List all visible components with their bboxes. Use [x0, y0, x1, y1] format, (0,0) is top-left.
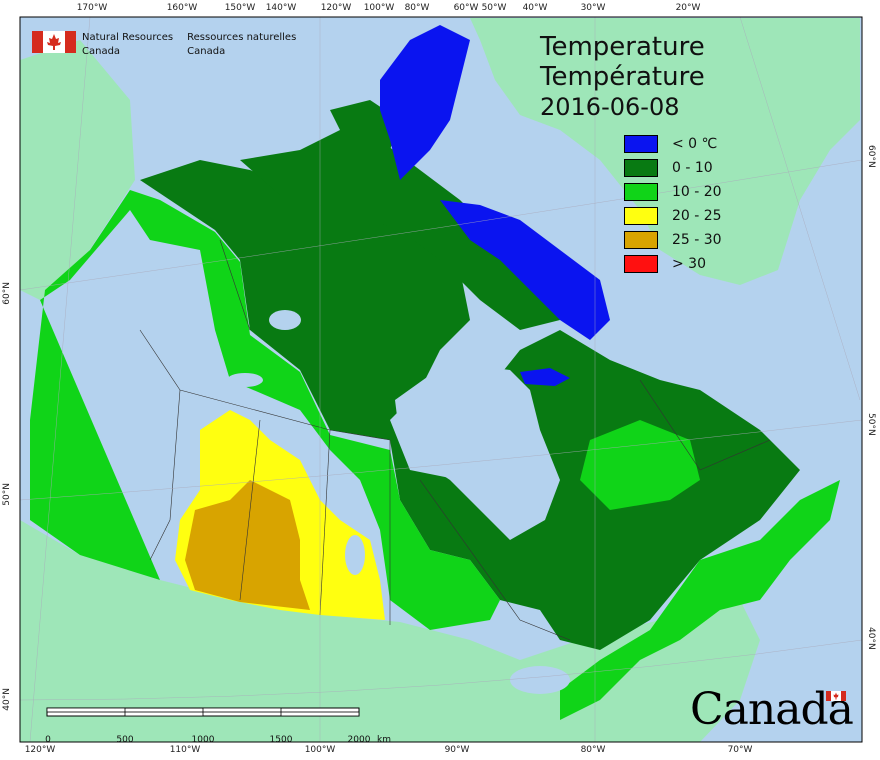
region-0-10 — [140, 160, 800, 650]
legend-entry: 0 - 10 — [624, 158, 722, 177]
graticule-label: 120°W — [24, 745, 56, 755]
graticule-label: 40°W — [522, 3, 548, 13]
legend-swatch — [624, 182, 658, 201]
scale-label: 0 — [45, 735, 51, 745]
graticule-label: 120°W — [320, 3, 352, 13]
graticule-label: 20°W — [675, 3, 701, 13]
great-slave-lake — [227, 373, 263, 387]
canada-flag-icon — [32, 31, 76, 53]
graticule-label: 50°W — [481, 3, 507, 13]
graticule-label: 100°W — [304, 745, 336, 755]
wordmark-flag-icon — [826, 691, 846, 701]
legend-label: 25 - 30 — [672, 231, 722, 248]
agency-name-fr: Ressources naturelles Canada — [187, 31, 296, 59]
legend-label: 0 - 10 — [672, 159, 713, 176]
graticule-label: 60°N — [2, 282, 12, 305]
legend-entry: 10 - 20 — [624, 182, 722, 201]
agency-fr-line2: Canada — [187, 46, 226, 57]
scale-label: 1500 — [269, 735, 293, 745]
great-bear-lake — [269, 310, 301, 330]
agency-fr-line1: Ressources naturelles — [187, 32, 297, 43]
legend-swatch — [624, 134, 658, 153]
province-boundaries — [139, 239, 771, 641]
legend-swatch — [624, 230, 658, 249]
region-25-30 — [185, 480, 310, 610]
great-lakes — [510, 666, 570, 694]
region-10-20-quebec — [580, 420, 700, 510]
region-below-0-north — [380, 25, 470, 180]
legend-swatch — [624, 158, 658, 177]
graticule-label: 30°W — [580, 3, 606, 13]
legend-swatch — [624, 254, 658, 273]
graticule-label: 70°W — [727, 745, 753, 755]
agency-name-en: Natural Resources Canada — [82, 31, 173, 59]
graticule-label: 50°N — [866, 413, 876, 436]
graticule-label: 60°N — [866, 145, 876, 168]
scale-label: 1000 — [191, 735, 215, 745]
agency-en-line2: Canada — [82, 46, 121, 57]
agency-en-line1: Natural Resources — [82, 32, 174, 43]
hudson-bay — [395, 365, 560, 540]
graticule-label: 60°W — [453, 3, 479, 13]
region-10-20-west — [30, 190, 500, 630]
legend-label: 10 - 20 — [672, 183, 722, 200]
map-border — [19, 16, 863, 743]
legend-entry: < 0 ℃ — [624, 134, 722, 153]
title-english: Temperature — [540, 32, 705, 62]
scale-labels: 0 500 1000 1500 2000 km — [45, 723, 406, 745]
scale-bar-graphic — [46, 707, 360, 717]
map-title: Temperature Température 2016-06-08 — [540, 32, 705, 122]
region-below-0-east — [520, 368, 570, 386]
legend-label: > 30 — [672, 255, 706, 272]
graticule-label: 80°W — [404, 3, 430, 13]
scale-label: 2000 — [347, 735, 371, 745]
scale-unit: km — [377, 735, 391, 745]
agency-signature: Natural Resources Canada Ressources natu… — [32, 31, 310, 59]
region-below-0-baffin — [440, 200, 610, 340]
scale-bar: 0 500 1000 1500 2000 km — [45, 704, 406, 745]
iceland — [792, 22, 838, 75]
graticule-label: 160°W — [166, 3, 198, 13]
graticule-label: 110°W — [169, 745, 201, 755]
graticule-label: 90°W — [444, 745, 470, 755]
legend-entry: 20 - 25 — [624, 206, 722, 225]
legend-entry: 25 - 30 — [624, 230, 722, 249]
graticule — [19, 16, 863, 743]
graticule-label: 100°W — [363, 3, 395, 13]
legend-entry: > 30 — [624, 254, 722, 273]
legend-label: 20 - 25 — [672, 207, 722, 224]
graticule-label: 40°N — [2, 688, 12, 711]
title-french: Température — [540, 62, 705, 92]
graticule-label: 40°N — [866, 627, 876, 650]
region-10-20-east — [560, 480, 840, 720]
legend: < 0 ℃ 0 - 10 10 - 20 20 - 25 25 - 30 > 30 — [624, 134, 722, 278]
lake-winnipeg — [345, 535, 365, 575]
graticule-label: 170°W — [76, 3, 108, 13]
title-date: 2016-06-08 — [540, 93, 680, 121]
legend-label: < 0 ℃ — [672, 135, 718, 152]
graticule-label: 140°W — [265, 3, 297, 13]
graticule-label: 50°N — [2, 483, 12, 506]
scale-label: 500 — [116, 735, 134, 745]
greenland — [470, 18, 860, 285]
legend-swatch — [624, 206, 658, 225]
graticule-label: 150°W — [224, 3, 256, 13]
graticule-label: 80°W — [580, 745, 606, 755]
